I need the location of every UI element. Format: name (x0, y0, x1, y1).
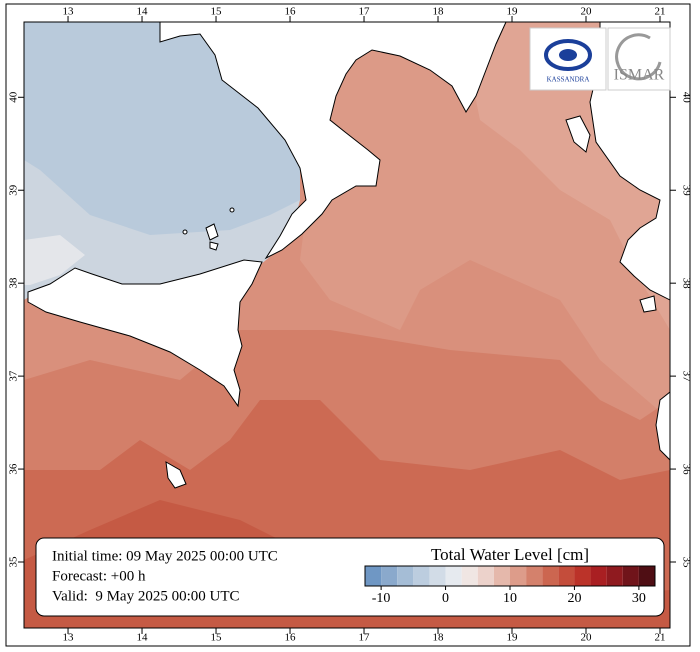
lon-tick-label: 16 (285, 6, 297, 18)
lon-tick-label: 20 (581, 6, 593, 18)
info-box: Initial time: 09 May 2025 00:00 UTC Fore… (35, 537, 665, 617)
lon-tick-label: 18 (433, 6, 445, 18)
lon-tick-label: 19 (507, 6, 519, 18)
lon-tick-label: 13 (63, 632, 75, 644)
valid-time: Valid: 9 May 2025 00:00 UTC (52, 588, 240, 604)
colorbar-cell (413, 566, 430, 586)
land-aeolian (205, 223, 219, 241)
frame-border (5, 3, 691, 647)
logo-left-mark (559, 49, 577, 61)
colorbar-label: -10 (372, 591, 391, 606)
lon-tick-label: 21 (655, 632, 666, 644)
lat-tick-label: 35 (680, 557, 692, 569)
colorbar-cell (365, 566, 382, 586)
colorbar-cell (622, 566, 639, 586)
colorbar-label: 20 (567, 591, 581, 606)
lon-tick-label: 17 (359, 6, 371, 18)
lat-tick-label: 38 (680, 278, 692, 290)
lon-tick-label: 20 (581, 632, 593, 644)
lat-tick-label: 40 (680, 92, 692, 104)
lat-tick-label: 36 (8, 463, 20, 475)
sea-tyrrhenian-west (24, 235, 85, 285)
land-islet (182, 229, 188, 235)
lon-tick-label: 14 (137, 632, 149, 644)
land-sicily (27, 259, 263, 408)
land-island (639, 295, 657, 313)
logo-right-mark (615, 33, 662, 81)
lon-tick-label: 15 (211, 632, 223, 644)
forecast: Forecast: +00 h (52, 568, 146, 584)
colorbar-cell (606, 566, 623, 586)
lon-tick-label: 13 (63, 6, 75, 18)
colorbar-cell (493, 566, 510, 586)
land-balkans (589, 22, 670, 301)
colorbar-cell (558, 566, 575, 586)
logos: KASSANDRA ISMAR (529, 27, 671, 91)
colorbar-cell (477, 566, 494, 586)
info-box-frame (35, 537, 665, 617)
colorbar-label: 0 (442, 591, 449, 606)
lon-tick-label: 16 (285, 632, 297, 644)
land-aeolian (209, 241, 219, 251)
land-islet (229, 207, 235, 213)
colorbar-cell (526, 566, 543, 586)
lon-tick-label: 19 (507, 632, 519, 644)
logo-left-text: KASSANDRA (547, 76, 590, 84)
colorbar-label: 10 (503, 591, 517, 606)
land-corfu (565, 115, 591, 153)
land-malta (165, 461, 187, 489)
map-border (23, 21, 671, 629)
legend-title: Total Water Level [cm] (431, 545, 589, 564)
colorbar: -10 0 10 20 30 (364, 565, 656, 606)
lon-tick-label: 18 (433, 632, 445, 644)
land-italy (159, 22, 507, 260)
lat-tick-label: 38 (8, 277, 20, 289)
lat-tick-label: 39 (8, 184, 20, 196)
colorbar-cell (510, 566, 527, 586)
colorbar-cell (461, 566, 478, 586)
lon-tick-label: 21 (655, 6, 666, 18)
lat-tick-label: 35 (8, 556, 20, 568)
colorbar-cell (590, 566, 607, 586)
land-peloponnese (655, 391, 670, 461)
lon-tick-label: 14 (137, 6, 149, 18)
colorbar-cell (445, 566, 462, 586)
colorbar-cell (574, 566, 591, 586)
lat-tick-label: 37 (8, 370, 20, 382)
lat-tick-label: 39 (680, 185, 692, 197)
colorbar-cell (638, 566, 655, 586)
colorbar-label: 30 (632, 591, 646, 606)
logo-left-mark (544, 39, 592, 71)
lat-tick-label: 36 (680, 464, 692, 476)
colorbar-cell (381, 566, 398, 586)
colorbar-cell (542, 566, 559, 586)
lon-tick-label: 15 (211, 6, 223, 18)
initial-time: Initial time: 09 May 2025 00:00 UTC (52, 548, 278, 564)
colorbar-cell (429, 566, 446, 586)
lat-tick-label: 37 (680, 371, 692, 383)
logo-right-text: ISMAR (614, 67, 665, 84)
colorbar-cell (397, 566, 414, 586)
map-area (24, 22, 670, 628)
lon-tick-label: 17 (359, 632, 371, 644)
lat-tick-label: 40 (8, 91, 20, 103)
